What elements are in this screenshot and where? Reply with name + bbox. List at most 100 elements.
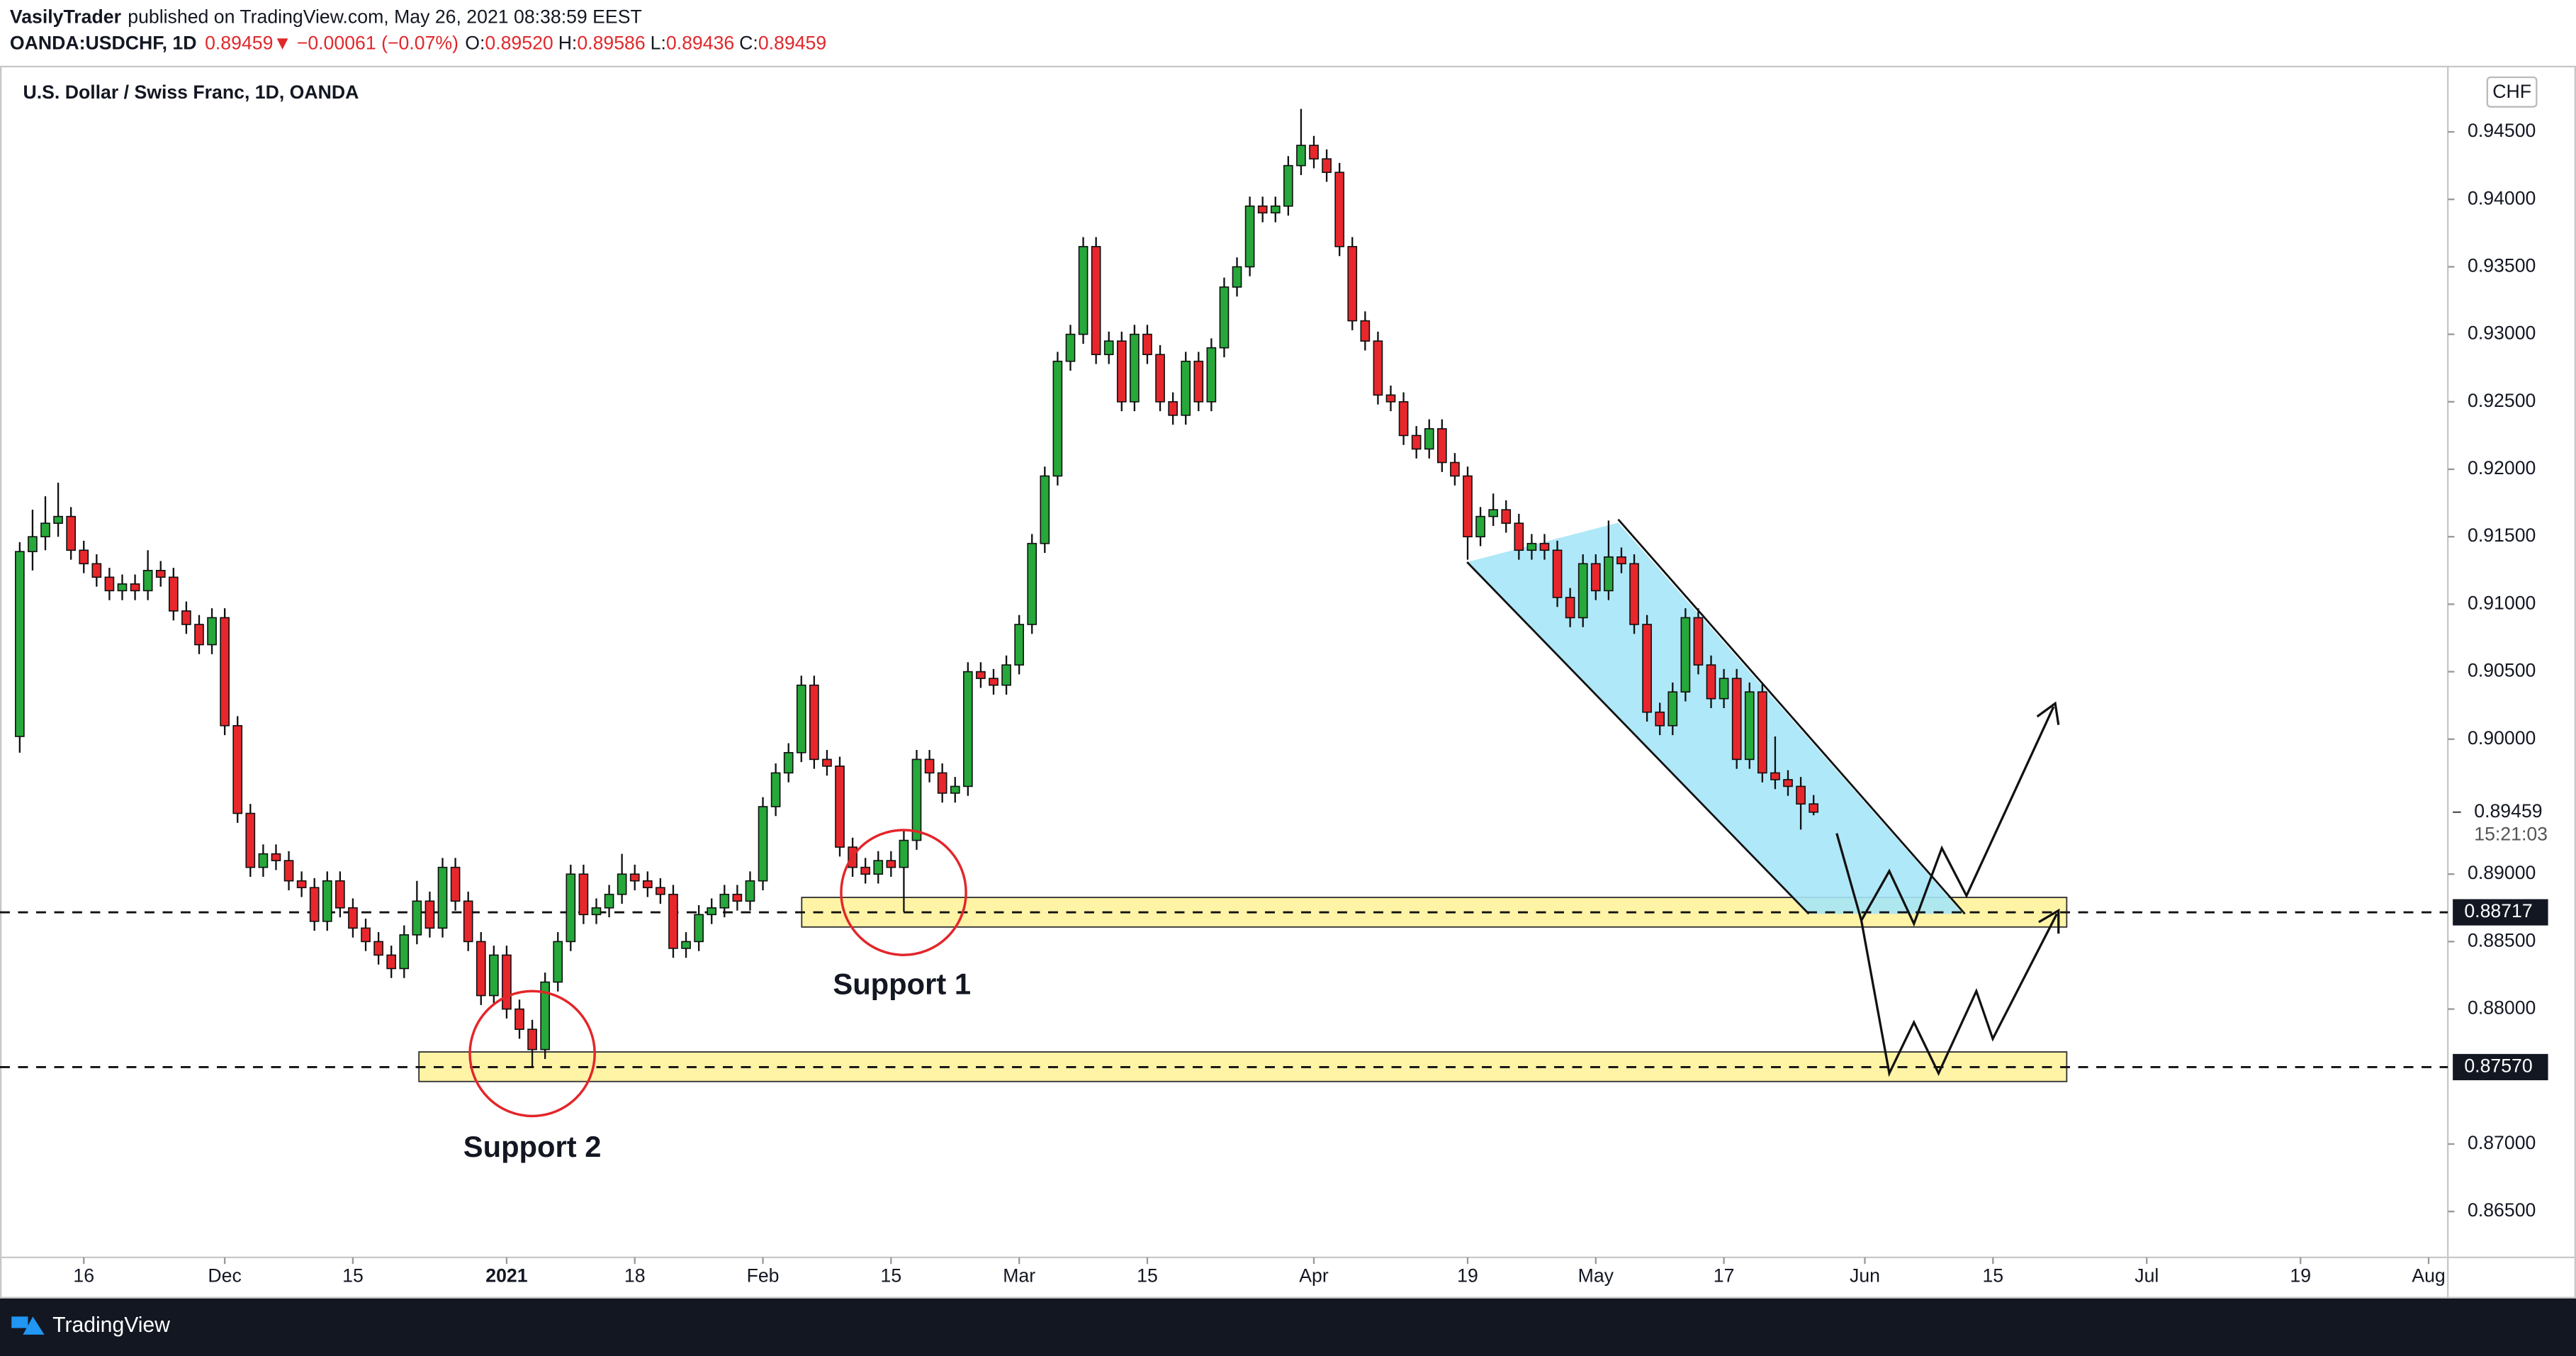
candle-body [617, 873, 627, 895]
x-tick-label: 18 [624, 1265, 646, 1287]
h-label: H: [558, 33, 578, 54]
candle-body [348, 907, 358, 929]
candle-body [1590, 563, 1601, 592]
x-tick-label: Mar [1003, 1265, 1035, 1287]
candle-body [1296, 145, 1306, 167]
candle-body [1168, 401, 1178, 416]
candle-body [168, 576, 179, 612]
x-tick-label: Feb [747, 1265, 780, 1287]
candle-body [155, 569, 166, 578]
candle-body [1360, 320, 1371, 342]
candle-body [15, 551, 25, 737]
candle-body [707, 907, 717, 916]
candle-body [514, 1008, 524, 1030]
candle-body [28, 536, 38, 552]
o: 0.89520 [485, 33, 553, 54]
candle-body [1539, 542, 1550, 551]
candle-body [1731, 678, 1742, 761]
footer-bar [0, 1298, 2576, 1356]
candle-body [1809, 803, 1819, 813]
x-tick-label: 15 [1982, 1265, 2003, 1287]
candle-body [809, 684, 819, 761]
candle-body [1770, 772, 1780, 780]
candle-body [604, 893, 614, 909]
y-tick-label: 0.94500 [2468, 120, 2536, 141]
candle-body [770, 772, 781, 807]
candle-body [1706, 664, 1716, 700]
candle-body [1436, 428, 1447, 464]
candle-body [40, 522, 50, 538]
candle-body [873, 860, 884, 875]
candle-body [1411, 435, 1422, 450]
candle-body [642, 880, 653, 889]
candle-body [1322, 158, 1332, 173]
candle-body [1309, 145, 1319, 159]
o-label: O: [465, 33, 485, 54]
candle-body [1526, 542, 1537, 551]
candle-body [732, 893, 743, 902]
candle-body [1501, 509, 1512, 524]
x-tick-label: Dec [208, 1265, 241, 1287]
candle-body [1629, 563, 1639, 625]
support-zone-2 [418, 1051, 2068, 1082]
candle-body [476, 941, 486, 997]
candle-body [1463, 475, 1473, 538]
candle-body [194, 624, 204, 646]
drawings: Support 1 Support 2 [463, 701, 2060, 1163]
currency-box [2486, 76, 2538, 108]
annotation: Support 2 [463, 1130, 602, 1163]
candle-body [694, 914, 704, 943]
candle-body [220, 617, 230, 727]
candle-body [207, 617, 217, 646]
candle-body [424, 900, 435, 929]
y-tick-label: 0.92000 [2468, 457, 2536, 478]
candle-body [835, 766, 845, 848]
y-tick-label: 0.88000 [2468, 997, 2536, 1019]
x-tick-label: 19 [2290, 1265, 2311, 1287]
candle-body [1181, 360, 1191, 416]
candle-body [1270, 205, 1281, 214]
author: VasilyTrader [10, 6, 121, 28]
candle-body [578, 873, 589, 916]
candle-body [1373, 340, 1383, 396]
candle-body [258, 853, 269, 868]
candle-body [527, 1029, 537, 1050]
x-tick-label: 2021 [485, 1265, 527, 1287]
candle-body [989, 678, 999, 686]
tradingview-logo [11, 1316, 45, 1335]
publish-line: VasilyTrader published on TradingView.com… [10, 6, 642, 28]
projection-path-2 [1860, 913, 2058, 1077]
level-label: 0.87570 [2464, 1055, 2532, 1076]
candle-body [1052, 360, 1063, 477]
candle-body [502, 954, 512, 1010]
channel-fill [1467, 522, 1964, 914]
candle-body [540, 981, 551, 1050]
candle-body [1130, 333, 1140, 403]
published: published on TradingView.com, May 26, 20… [128, 6, 642, 28]
candle-body [1552, 549, 1563, 598]
y-tick-label: 0.93000 [2468, 323, 2536, 344]
y-tick-label: 0.87000 [2468, 1132, 2536, 1153]
candle-body [1719, 678, 1729, 700]
candle-body [1398, 401, 1409, 437]
candle-body [591, 907, 602, 916]
candle-body [1757, 691, 1767, 774]
price: 0.89459 [205, 33, 273, 54]
y-tick-label: 0.90000 [2468, 727, 2536, 749]
candle-body [1667, 691, 1678, 727]
candle-body [1604, 556, 1614, 592]
axes: 0.94500 0.94000 0.93500 0.93000 0.92500 0.920… [73, 120, 2548, 1287]
candle-body [1475, 515, 1485, 538]
level-label-box [2453, 899, 2548, 926]
x-tick-label: 15 [1137, 1265, 1158, 1287]
candle-body [1193, 360, 1204, 403]
candle-body [1001, 664, 1011, 686]
candle-body [1424, 428, 1434, 450]
candle-body [1206, 347, 1217, 403]
support-circle-2 [468, 990, 596, 1118]
candle-body [488, 954, 499, 997]
candle-body [860, 866, 871, 875]
candle-body [1142, 333, 1152, 355]
candle-body [130, 583, 140, 592]
